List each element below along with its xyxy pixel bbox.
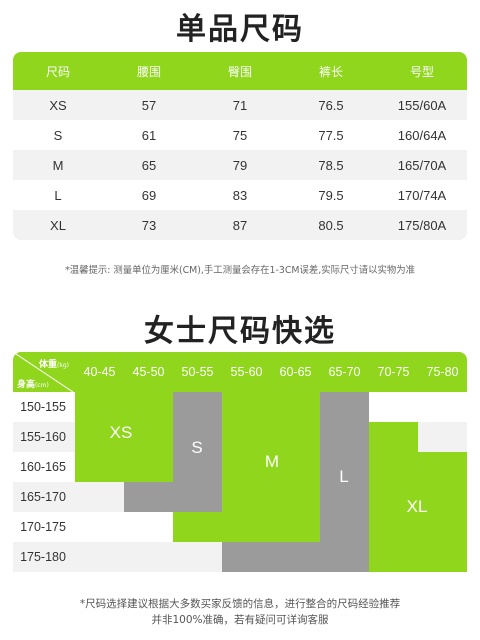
table-row: M 65 79 78.5 165/70A [13, 150, 467, 180]
table-row: XL 73 87 80.5 175/80A [13, 210, 467, 240]
cell-size: L [54, 187, 62, 203]
weight-col-label: 65-70 [328, 365, 361, 379]
size-block-xl [369, 422, 418, 572]
cell-model: 170/74A [397, 187, 447, 203]
header-corner: 体重(kg) 身高(cm) [13, 352, 73, 392]
cell-waist: 69 [141, 187, 157, 203]
cell-waist: 57 [141, 97, 157, 113]
weight-axis-label: 体重(kg) [39, 360, 69, 370]
table-row: S 61 75 77.5 160/64A [13, 120, 467, 150]
size-advice-note-line1: *尺码选择建议根据大多数买家反馈的信息，进行整合的尺码经验推荐 [79, 598, 401, 610]
size-advice-note-line2: 并非100%准确，若有疑问可详询客服 [151, 614, 329, 626]
cell-length: 80.5 [318, 217, 344, 233]
cell-waist: 73 [141, 217, 157, 233]
header-hip: 臀围 [227, 64, 252, 79]
cell-model: 175/80A [397, 217, 447, 233]
size-block-l [222, 542, 369, 572]
size-label-xs: XS [109, 423, 133, 442]
size-label-m: M [264, 452, 280, 471]
weight-col-label: 55-60 [230, 365, 263, 379]
corner-divider-icon [13, 352, 73, 392]
size-block-m [173, 512, 320, 542]
cell-hip: 87 [232, 217, 248, 233]
size-table-title: 单品尺码 [176, 12, 304, 47]
cell-model: 165/70A [397, 157, 447, 173]
cell-model: 160/64A [397, 127, 447, 143]
header-size: 尺码 [45, 64, 70, 79]
cell-hip: 71 [232, 97, 248, 113]
header-length: 裤长 [318, 64, 343, 79]
cell-size: S [53, 127, 63, 143]
cell-length: 79.5 [318, 187, 344, 203]
size-block-xs [75, 392, 173, 482]
measurement-note: *温馨提示: 测量单位为厘米(CM),手工测量会存在1-3CM误差,实际尺寸请以… [65, 265, 415, 276]
height-row-label: 165-170 [20, 490, 66, 504]
weight-col-label: 50-55 [181, 365, 214, 379]
cell-waist: 61 [141, 127, 157, 143]
size-block-s [124, 482, 222, 512]
height-row-label: 160-165 [20, 460, 66, 474]
size-label-s: S [191, 438, 203, 457]
cell-model: 155/60A [397, 97, 447, 113]
height-row-label: 170-175 [20, 520, 66, 534]
size-label-xl: XL [406, 497, 428, 516]
cell-length: 78.5 [318, 157, 344, 173]
weight-col-label: 60-65 [279, 365, 312, 379]
cell-length: 77.5 [318, 127, 344, 143]
cell-length: 76.5 [318, 97, 344, 113]
table-row: L 69 83 79.5 170/74A [13, 180, 467, 210]
weight-col-label: 70-75 [377, 365, 410, 379]
quick-size-title: 女士尺码快选 [144, 314, 336, 349]
cell-hip: 79 [232, 157, 248, 173]
size-block-s [173, 392, 222, 482]
weight-col-label: 75-80 [426, 365, 459, 379]
quick-size-chart: 体重(kg) 身高(cm) 40-45 45-50 50-55 55-60 60… [13, 352, 467, 574]
cell-hip: 83 [232, 187, 248, 203]
size-table: 尺码 腰围 臀围 裤长 号型 XS 57 71 76.5 155/60A S 6… [13, 52, 467, 240]
size-table-header: 尺码 腰围 臀围 裤长 号型 [13, 52, 467, 90]
header-waist: 腰围 [136, 64, 161, 79]
cell-size: M [52, 157, 64, 173]
chart-header: 体重(kg) 身高(cm) 40-45 45-50 50-55 55-60 60… [13, 352, 467, 392]
header-model: 号型 [409, 64, 434, 79]
weight-col-label: 45-50 [132, 365, 165, 379]
weight-col-label: 40-45 [83, 365, 116, 379]
height-row-label: 175-180 [20, 550, 66, 564]
cell-size: XS [49, 97, 67, 113]
height-row-label: 150-155 [20, 400, 66, 414]
size-label-l: L [339, 467, 349, 486]
size-block-l [320, 392, 369, 542]
table-row: XS 57 71 76.5 155/60A [13, 90, 467, 120]
height-row-label: 155-160 [20, 430, 66, 444]
cell-size: XL [50, 217, 66, 233]
size-block-m [222, 392, 320, 512]
cell-hip: 75 [232, 127, 248, 143]
size-block-xl [418, 452, 467, 572]
height-axis-label: 身高(cm) [17, 380, 49, 390]
cell-waist: 65 [141, 157, 157, 173]
